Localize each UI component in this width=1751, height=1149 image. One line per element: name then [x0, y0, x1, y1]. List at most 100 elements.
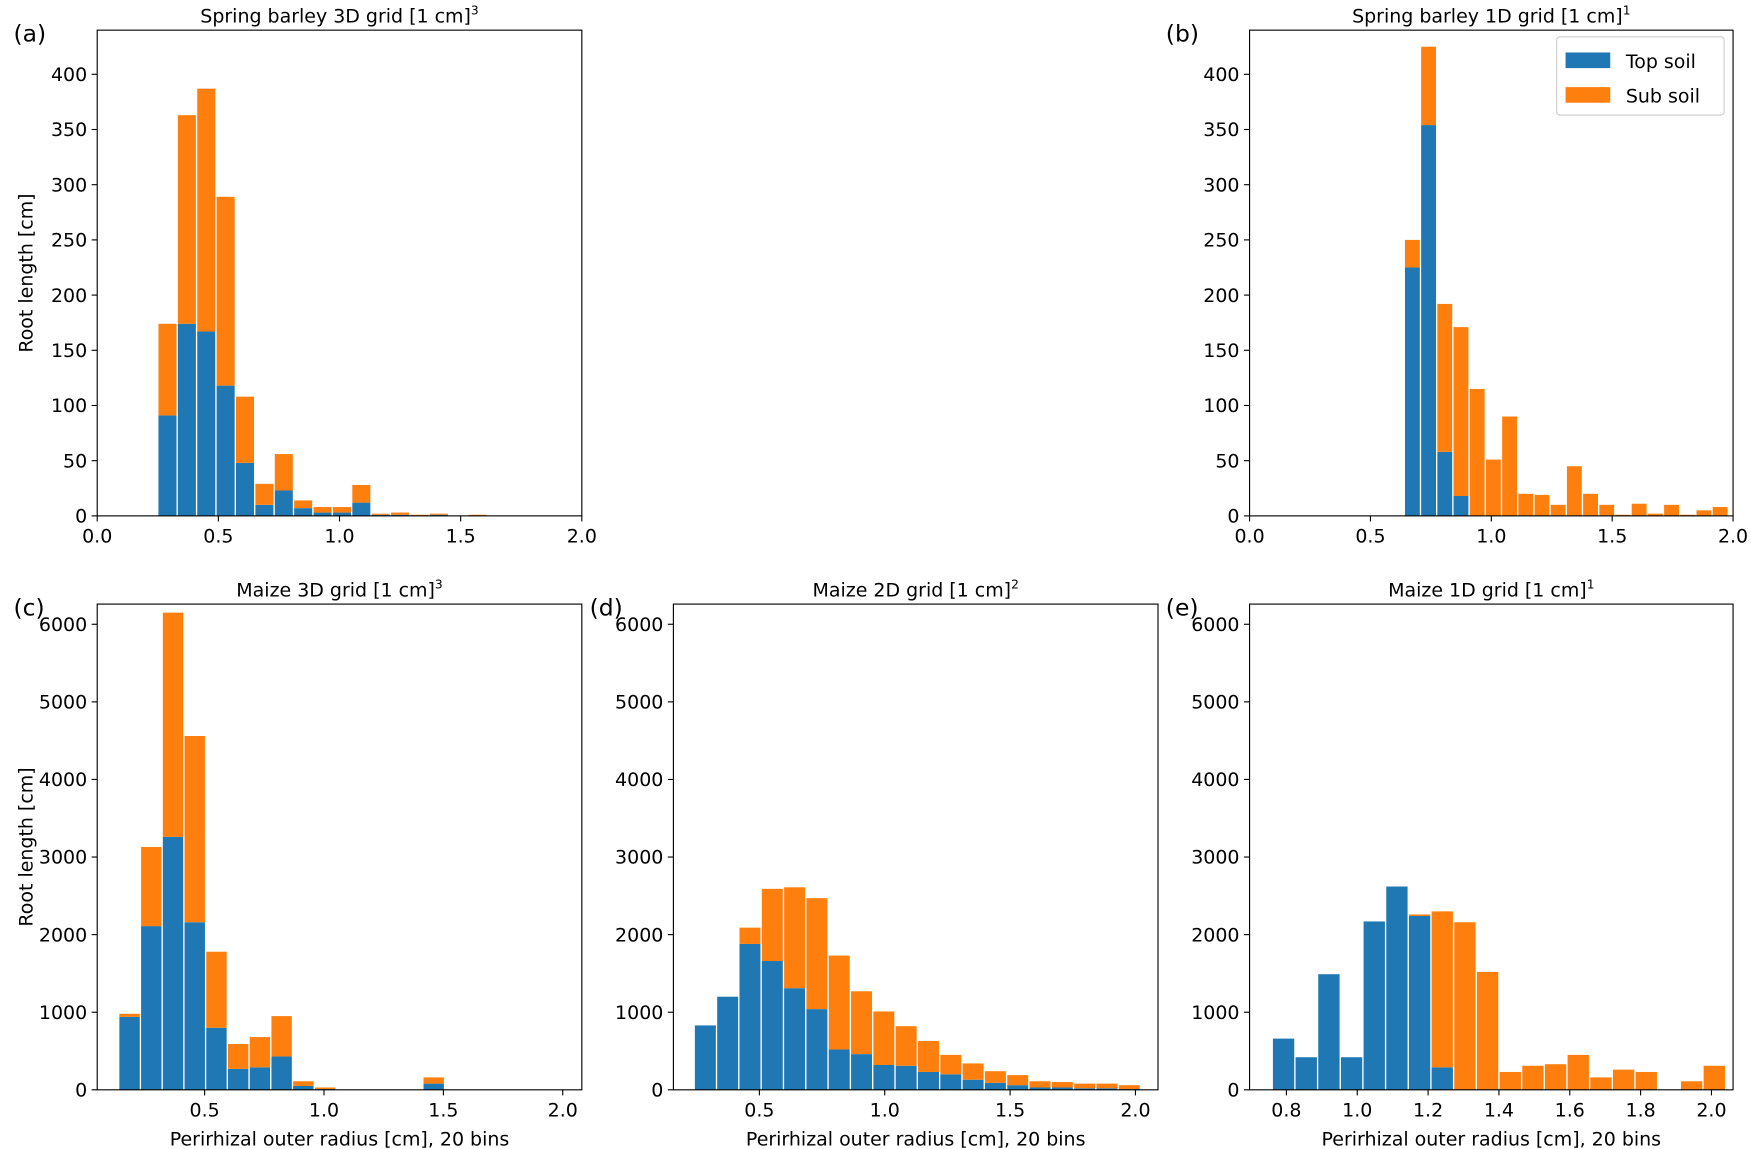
- x-tick-label: 1.4: [1484, 1100, 1514, 1122]
- bar: [1476, 971, 1499, 1090]
- bar: [1499, 1071, 1521, 1090]
- bar: [1566, 466, 1582, 516]
- y-tick-label: 0: [75, 506, 87, 528]
- x-tick-label: 1.0: [1342, 1100, 1372, 1122]
- bar: [158, 415, 177, 516]
- y-tick-label: 3000: [615, 847, 663, 869]
- x-tick-label: 0.0: [1234, 526, 1264, 548]
- y-tick-label: 6000: [39, 614, 87, 636]
- legend-swatch: [1565, 87, 1611, 103]
- panel-label: (e): [1166, 593, 1199, 621]
- y-tick-label: 250: [1203, 230, 1239, 252]
- bar: [1599, 504, 1615, 516]
- panel-label: (b): [1166, 19, 1199, 47]
- title-text: Spring barley 3D grid [1 cm]: [200, 5, 471, 27]
- bar: [216, 196, 235, 386]
- x-tick-label: 1.0: [324, 526, 354, 548]
- bar: [1096, 1083, 1118, 1089]
- bar: [1437, 451, 1453, 516]
- bar: [177, 323, 196, 516]
- x-tick-label: 2.0: [1696, 1100, 1726, 1122]
- bar: [1431, 1067, 1453, 1090]
- bar: [206, 1027, 227, 1090]
- y-tick-label: 2000: [615, 924, 663, 946]
- bar: [717, 996, 739, 1090]
- bar: [271, 1016, 292, 1057]
- x-tick-label: 1.6: [1555, 1100, 1585, 1122]
- y-tick-label: 0: [1227, 1080, 1239, 1102]
- y-tick-label: 350: [1203, 119, 1239, 141]
- bar: [227, 1044, 249, 1069]
- bar: [294, 508, 313, 516]
- title-text: Spring barley 1D grid [1 cm]: [1352, 5, 1623, 27]
- x-tick-label: 2.0: [567, 526, 597, 548]
- x-tick-label: 1.2: [1413, 1100, 1443, 1122]
- y-tick-label: 1000: [615, 1002, 663, 1024]
- y-tick-label: 6000: [1191, 614, 1239, 636]
- bar: [1007, 1075, 1029, 1086]
- bar: [1550, 504, 1566, 516]
- bar: [1647, 513, 1663, 516]
- bar: [1703, 1065, 1725, 1090]
- y-tick-label: 300: [51, 174, 87, 196]
- bar: [784, 988, 806, 1090]
- bar: [1363, 921, 1385, 1090]
- bar: [332, 512, 351, 516]
- bar: [1431, 911, 1453, 1068]
- y-tick-label: 4000: [39, 769, 87, 791]
- bar: [962, 1079, 984, 1090]
- bar: [1696, 510, 1712, 516]
- title-superscript: 3: [435, 577, 443, 591]
- title-text: Maize 2D grid [1 cm]: [812, 579, 1011, 601]
- y-tick-label: 5000: [39, 692, 87, 714]
- bar: [806, 898, 828, 1010]
- y-tick-label: 400: [1203, 64, 1239, 86]
- legend-label: Sub soil: [1626, 86, 1700, 108]
- bar: [162, 836, 184, 1090]
- bar: [1096, 1088, 1118, 1090]
- bar: [1421, 125, 1437, 516]
- bar: [1408, 916, 1431, 1090]
- bar: [1664, 504, 1679, 516]
- bar: [423, 1077, 444, 1084]
- y-tick-label: 0: [1227, 506, 1239, 528]
- x-tick-label: 1.5: [428, 1100, 458, 1122]
- bar: [1590, 1077, 1612, 1090]
- bar: [1007, 1085, 1029, 1090]
- bar: [1029, 1081, 1051, 1088]
- bar: [1272, 1038, 1295, 1090]
- x-tick-label: 2.0: [1718, 526, 1748, 548]
- bar: [184, 922, 205, 1090]
- bar: [784, 887, 806, 989]
- bar: [761, 888, 783, 962]
- bar: [806, 1009, 828, 1090]
- bar: [1340, 1057, 1363, 1090]
- title-superscript: 1: [1623, 4, 1631, 18]
- bar: [1453, 327, 1469, 497]
- title-superscript: 1: [1587, 577, 1595, 591]
- axes-frame: [96, 603, 583, 1091]
- bar: [851, 991, 873, 1055]
- title-text: Maize 1D grid [1 cm]: [1388, 579, 1587, 601]
- y-axis-label: Root length [cm]: [15, 193, 37, 352]
- bar: [1454, 922, 1476, 1090]
- bar: [1567, 1054, 1589, 1090]
- bar: [1408, 914, 1431, 917]
- bar: [197, 331, 216, 516]
- y-tick-label: 0: [651, 1080, 663, 1102]
- bar: [828, 955, 850, 1050]
- bar: [1386, 886, 1408, 1090]
- x-tick-label: 1.0: [309, 1100, 339, 1122]
- y-tick-label: 3000: [1191, 847, 1239, 869]
- bar: [119, 1013, 140, 1017]
- bar: [873, 1011, 895, 1065]
- y-tick-label: 200: [1203, 285, 1239, 307]
- bar: [236, 462, 255, 516]
- x-tick-label: 1.5: [1597, 526, 1627, 548]
- bar: [1544, 1064, 1567, 1090]
- y-tick-label: 2000: [1191, 924, 1239, 946]
- bar: [197, 88, 216, 332]
- title-superscript: 2: [1011, 577, 1019, 591]
- x-tick-label: 0.0: [82, 526, 112, 548]
- bar: [1680, 1081, 1703, 1090]
